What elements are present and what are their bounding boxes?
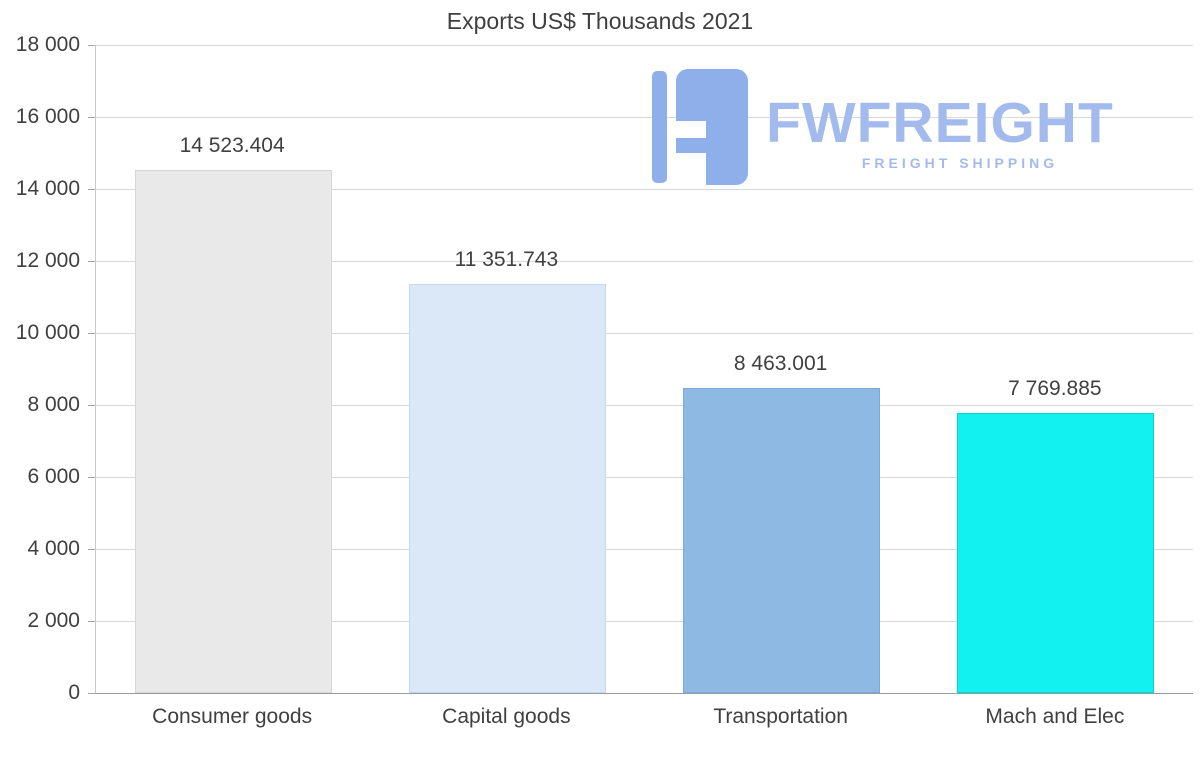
bar-value-label: 11 351.743 [454,248,559,272]
watermark-brand: FWFREIGHT [766,91,1114,155]
y-axis-tick [88,621,95,622]
fwfreight-logo-icon [652,69,748,185]
y-axis-label: 16 000 [15,105,80,128]
y-axis-tick [88,117,95,118]
y-axis-tick [88,549,95,550]
bar-value-label: 7 769.885 [1008,377,1102,401]
y-axis-label: 2 000 [27,609,80,632]
bar-transportation [683,388,881,693]
gridline [96,621,1193,622]
plot-area [95,45,1193,694]
y-axis-tick [88,405,95,406]
y-axis-tick [88,45,95,46]
x-axis-label: Consumer goods [152,705,313,728]
y-axis-tick [88,261,95,262]
y-axis-label: 0 [68,681,80,704]
gridline [96,117,1193,118]
x-axis-label: Mach and Elec [985,705,1125,728]
y-axis-label: 4 000 [27,537,80,560]
y-axis-label: 10 000 [15,321,80,344]
y-axis-tick [88,693,95,694]
gridline [96,45,1193,46]
gridline [96,189,1193,190]
gridline [96,261,1193,262]
bar-capital-goods [408,284,606,693]
y-axis-label: 14 000 [15,177,80,200]
y-axis-label: 18 000 [15,33,80,56]
gridline [96,549,1193,550]
gridline [96,477,1193,478]
y-axis-tick [88,189,95,190]
y-axis-tick [88,333,95,334]
chart-title: Exports US$ Thousands 2021 [446,8,754,34]
bar-value-label: 14 523.404 [179,134,285,158]
bar-mach-and-elec [957,413,1155,693]
x-axis-label: Transportation [713,705,848,728]
bar-value-label: 8 463.001 [733,352,828,376]
y-axis-label: 6 000 [27,465,80,488]
y-axis-label: 12 000 [15,249,80,272]
gridline [96,405,1193,406]
x-axis-label: Capital goods [442,705,571,728]
gridline [96,333,1193,334]
bar-consumer-goods [134,170,332,693]
watermark-tagline: FREIGHT SHIPPING [861,155,1059,171]
y-axis-label: 8 000 [27,393,80,416]
y-axis-tick [88,477,95,478]
